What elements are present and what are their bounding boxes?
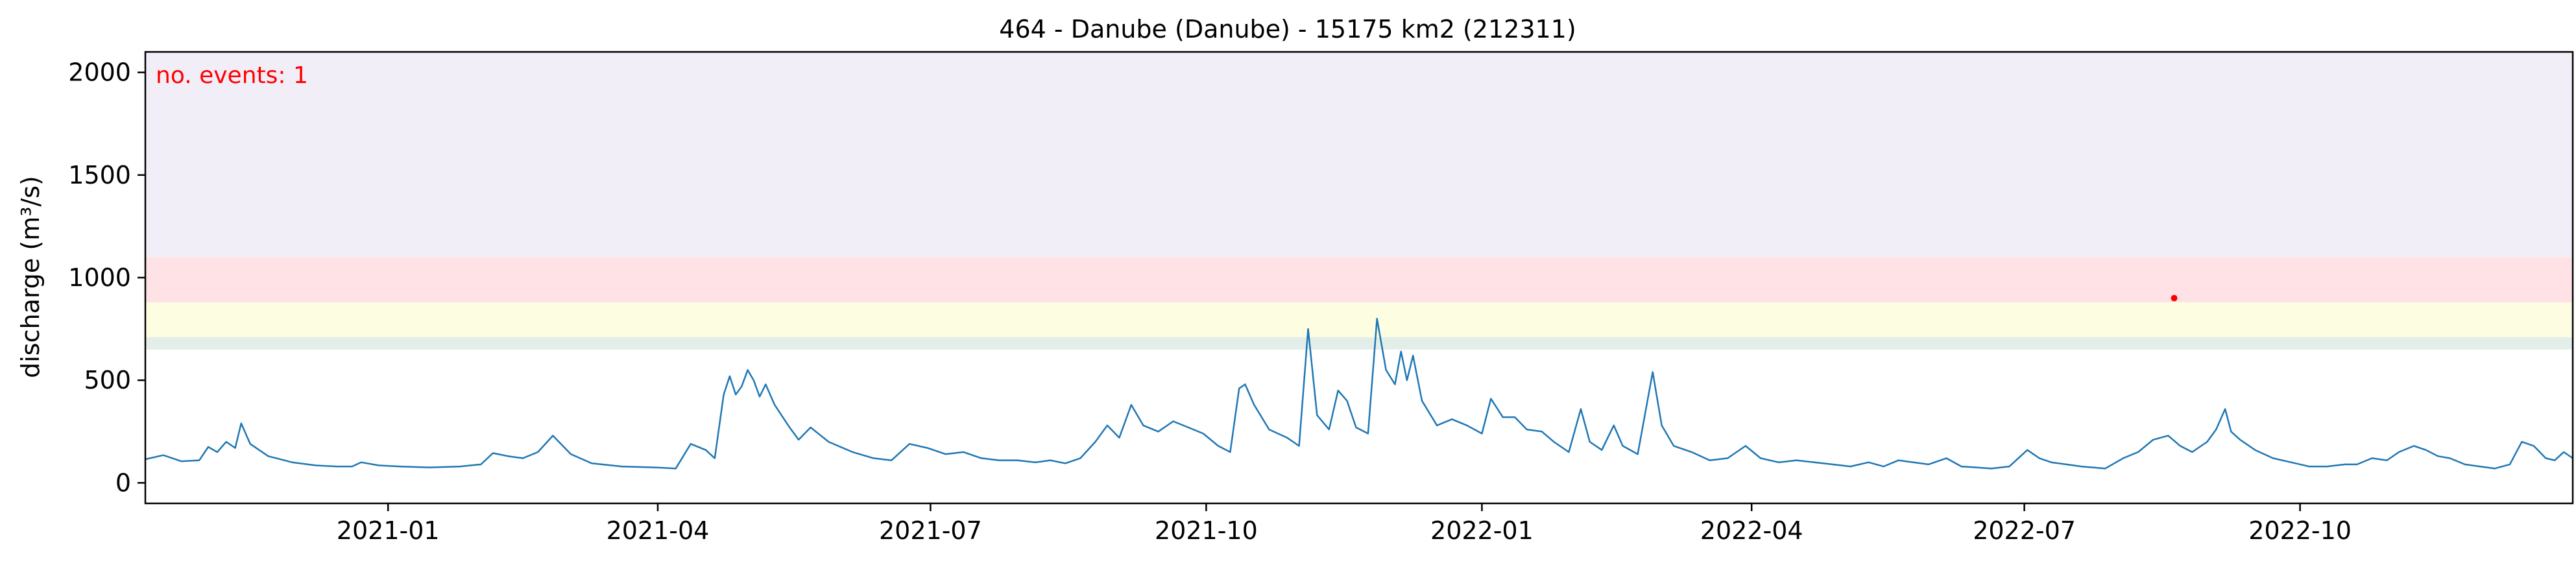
threshold-band-0 — [145, 337, 2573, 350]
y-tick-label: 1000 — [68, 263, 131, 292]
y-axis-label: discharge (m³/s) — [16, 176, 45, 378]
y-tick-label: 2000 — [68, 58, 131, 87]
threshold-bands — [145, 52, 2573, 350]
threshold-band-1 — [145, 302, 2573, 337]
x-tick-label: 2022-10 — [2248, 516, 2352, 545]
y-tick-label: 1500 — [68, 161, 131, 189]
x-axis-ticks: 2021-01 2021-04 2021-07 2021-10 2022-01 2022-… — [337, 503, 2352, 545]
threshold-band-2 — [145, 257, 2573, 302]
x-tick-label: 2022-04 — [1700, 516, 1803, 545]
plot-frame — [144, 51, 2574, 505]
x-tick-label: 2022-07 — [1973, 516, 2076, 545]
y-tick-label: 0 — [115, 468, 131, 497]
y-tick-label: 500 — [84, 366, 131, 394]
event-marker — [2171, 295, 2178, 302]
y-axis-ticks: 0 500 1000 1500 2000 — [68, 58, 145, 497]
x-tick-label: 2022-01 — [1430, 516, 1534, 545]
x-tick-label: 2021-10 — [1155, 516, 1258, 545]
x-tick-label: 2021-01 — [337, 516, 440, 545]
discharge-series-line — [145, 318, 2573, 470]
threshold-band-3 — [145, 52, 2573, 258]
event-count-annotation: no. events: 1 — [156, 62, 308, 89]
event-markers — [2171, 295, 2178, 302]
chart-title: 464 - Danube (Danube) - 15175 km2 (21231… — [999, 15, 1576, 43]
x-tick-label: 2021-04 — [607, 516, 710, 545]
x-tick-label: 2021-07 — [879, 516, 982, 545]
